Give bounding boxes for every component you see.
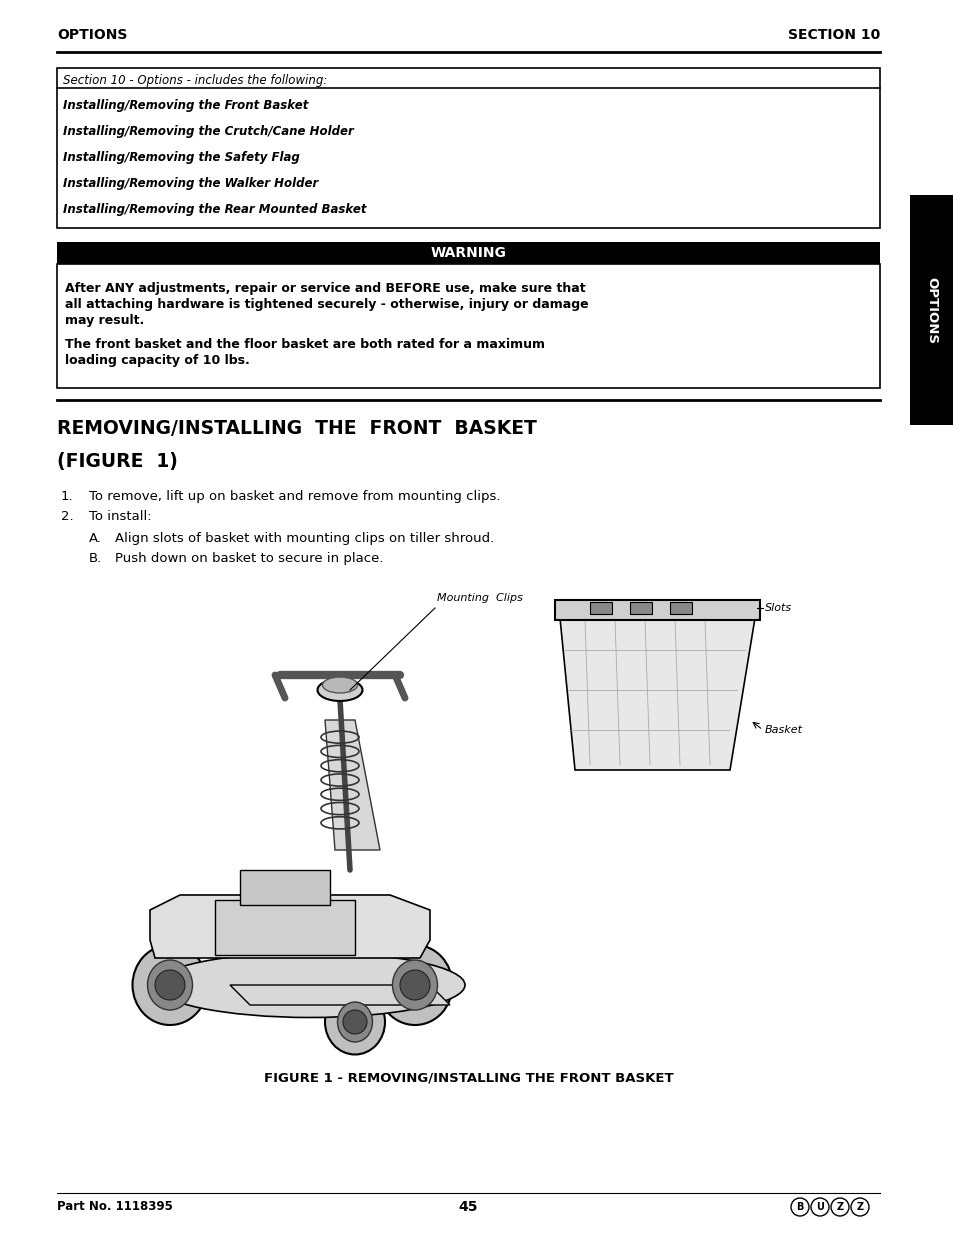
Ellipse shape — [317, 679, 362, 701]
Text: Installing/Removing the Rear Mounted Basket: Installing/Removing the Rear Mounted Bas… — [63, 203, 366, 215]
Bar — [240, 869, 330, 905]
Ellipse shape — [377, 945, 452, 1025]
Text: A.: A. — [89, 532, 102, 545]
Text: 1.: 1. — [61, 490, 73, 503]
Text: B: B — [796, 1202, 802, 1212]
Ellipse shape — [392, 960, 437, 1010]
Circle shape — [850, 1198, 868, 1216]
Text: (FIGURE  1): (FIGURE 1) — [57, 452, 177, 472]
Text: Part No. 1118395: Part No. 1118395 — [57, 1200, 172, 1214]
Text: Z: Z — [836, 1202, 842, 1212]
Text: Installing/Removing the Front Basket: Installing/Removing the Front Basket — [63, 99, 308, 111]
Bar — [589, 601, 612, 614]
Text: U: U — [815, 1202, 823, 1212]
Circle shape — [154, 969, 185, 1000]
Text: The front basket and the floor basket are both rated for a maximum: The front basket and the floor basket ar… — [65, 338, 544, 351]
Bar — [57, 242, 879, 264]
Polygon shape — [559, 618, 754, 769]
Bar — [57, 264, 879, 388]
Text: Installing/Removing the Safety Flag: Installing/Removing the Safety Flag — [63, 151, 299, 163]
Circle shape — [810, 1198, 828, 1216]
Text: SECTION 10: SECTION 10 — [787, 28, 879, 42]
Text: Push down on basket to secure in place.: Push down on basket to secure in place. — [115, 552, 383, 564]
Bar — [669, 601, 691, 614]
Text: all attaching hardware is tightened securely - otherwise, injury or damage: all attaching hardware is tightened secu… — [65, 298, 588, 311]
Bar — [214, 900, 355, 955]
Ellipse shape — [322, 677, 357, 693]
Circle shape — [399, 969, 430, 1000]
Text: OPTIONS: OPTIONS — [924, 277, 938, 343]
Text: Section 10 - Options - includes the following:: Section 10 - Options - includes the foll… — [63, 74, 327, 86]
Text: FIGURE 1 - REMOVING/INSTALLING THE FRONT BASKET: FIGURE 1 - REMOVING/INSTALLING THE FRONT… — [263, 1072, 673, 1084]
Text: Installing/Removing the Walker Holder: Installing/Removing the Walker Holder — [63, 177, 318, 189]
Ellipse shape — [325, 989, 385, 1055]
Text: B.: B. — [89, 552, 102, 564]
Text: 2.: 2. — [61, 510, 73, 522]
Bar — [57, 68, 879, 228]
Text: Slots: Slots — [764, 603, 791, 613]
Text: loading capacity of 10 lbs.: loading capacity of 10 lbs. — [65, 354, 250, 367]
Circle shape — [790, 1198, 808, 1216]
Circle shape — [343, 1010, 367, 1034]
Text: OPTIONS: OPTIONS — [57, 28, 128, 42]
Ellipse shape — [132, 945, 208, 1025]
Text: Z: Z — [856, 1202, 862, 1212]
Text: WARNING: WARNING — [430, 246, 506, 261]
Text: To remove, lift up on basket and remove from mounting clips.: To remove, lift up on basket and remove … — [89, 490, 500, 503]
Polygon shape — [230, 986, 450, 1005]
Text: Basket: Basket — [764, 725, 802, 735]
Polygon shape — [150, 895, 430, 958]
Ellipse shape — [337, 1002, 372, 1042]
Text: After ANY adjustments, repair or service and BEFORE use, make sure that: After ANY adjustments, repair or service… — [65, 282, 585, 295]
Bar — [629, 601, 651, 614]
Text: REMOVING/INSTALLING  THE  FRONT  BASKET: REMOVING/INSTALLING THE FRONT BASKET — [57, 419, 537, 437]
Text: may result.: may result. — [65, 314, 144, 327]
Ellipse shape — [148, 960, 193, 1010]
Bar — [909, 195, 953, 425]
Text: Installing/Removing the Crutch/Cane Holder: Installing/Removing the Crutch/Cane Hold… — [63, 125, 354, 137]
Text: Align slots of basket with mounting clips on tiller shroud.: Align slots of basket with mounting clip… — [115, 532, 494, 545]
Text: Mounting  Clips: Mounting Clips — [436, 593, 522, 603]
Circle shape — [830, 1198, 848, 1216]
Ellipse shape — [154, 952, 464, 1018]
Text: 45: 45 — [458, 1200, 477, 1214]
Bar — [555, 600, 760, 620]
Text: To install:: To install: — [89, 510, 152, 522]
Polygon shape — [325, 720, 379, 850]
